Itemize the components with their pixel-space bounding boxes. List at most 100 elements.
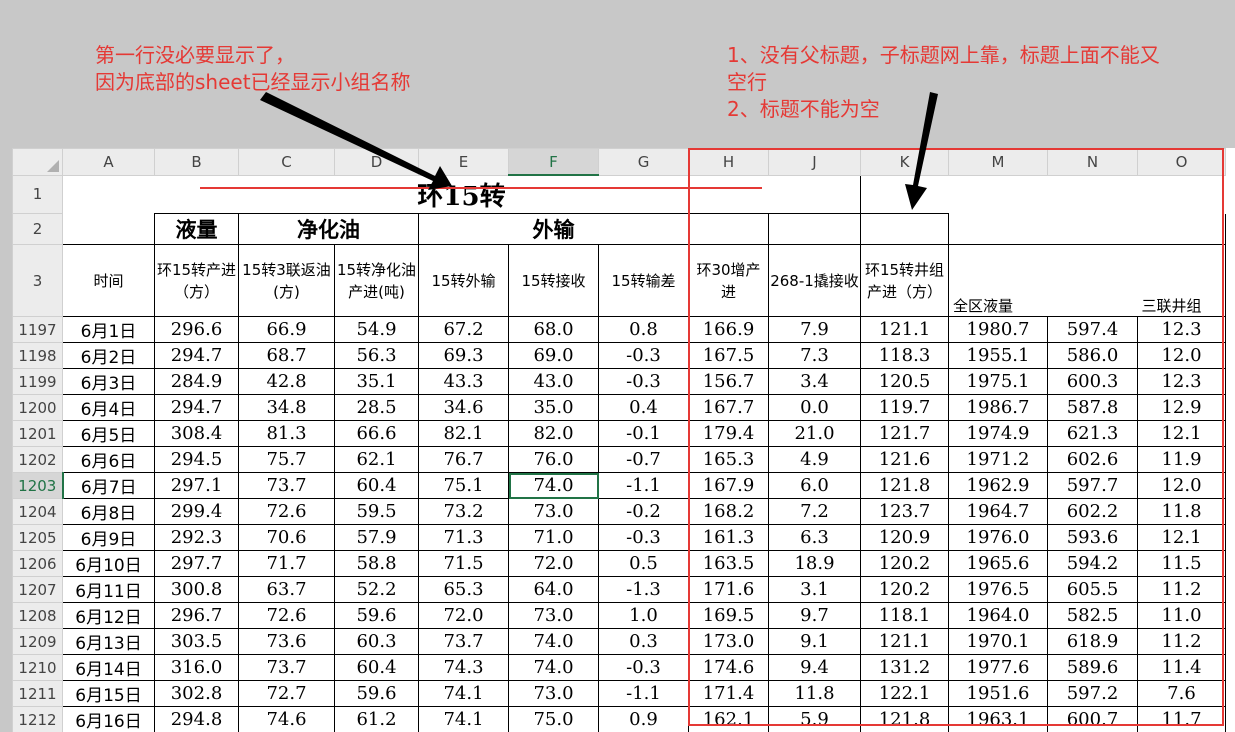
value-cell[interactable]: 587.8 — [1047, 394, 1138, 421]
value-cell[interactable]: 68.0 — [508, 316, 599, 343]
value-cell[interactable]: 284.9 — [154, 368, 239, 395]
value-cell[interactable]: 9.7 — [768, 602, 861, 629]
value-cell[interactable]: 589.6 — [1047, 654, 1138, 681]
value-cell[interactable]: 58.8 — [334, 550, 419, 577]
date-cell[interactable]: 6月14日 — [62, 654, 155, 681]
value-cell[interactable]: 52.2 — [334, 576, 419, 603]
value-cell[interactable]: 65.3 — [418, 576, 509, 603]
value-cell[interactable]: 18.9 — [768, 550, 861, 577]
value-cell[interactable]: 73.7 — [418, 628, 509, 655]
value-cell[interactable]: 174.6 — [688, 654, 769, 681]
value-cell[interactable]: 11.2 — [1137, 628, 1226, 655]
date-cell[interactable]: 6月9日 — [62, 524, 155, 551]
value-cell[interactable]: 166.9 — [688, 316, 769, 343]
value-cell[interactable]: 73.0 — [508, 680, 599, 707]
date-cell[interactable]: 6月11日 — [62, 576, 155, 603]
value-cell[interactable]: 169.5 — [688, 602, 769, 629]
date-cell[interactable]: 6月16日 — [62, 706, 155, 732]
value-cell[interactable]: 11.2 — [1137, 576, 1226, 603]
empty-cell[interactable] — [688, 213, 769, 245]
value-cell[interactable]: 593.6 — [1047, 524, 1138, 551]
column-header[interactable]: D — [334, 148, 419, 176]
value-cell[interactable]: 1963.1 — [948, 706, 1048, 732]
column-header[interactable]: N — [1047, 148, 1138, 176]
value-cell[interactable]: 74.6 — [238, 706, 335, 732]
value-cell[interactable]: 118.1 — [860, 602, 949, 629]
value-cell[interactable]: 54.9 — [334, 316, 419, 343]
value-cell[interactable]: 161.3 — [688, 524, 769, 551]
value-cell[interactable]: 602.2 — [1047, 498, 1138, 525]
value-cell[interactable]: 1986.7 — [948, 394, 1048, 421]
value-cell[interactable]: 12.0 — [1137, 342, 1226, 369]
value-cell[interactable]: 120.2 — [860, 576, 949, 603]
value-cell[interactable]: 294.8 — [154, 706, 239, 732]
row-header[interactable]: 1201 — [12, 420, 63, 447]
value-cell[interactable]: 12.1 — [1137, 420, 1226, 447]
value-cell[interactable]: 72.0 — [418, 602, 509, 629]
value-cell[interactable]: 121.8 — [860, 706, 949, 732]
value-cell[interactable]: 66.6 — [334, 420, 419, 447]
value-cell[interactable]: 35.1 — [334, 368, 419, 395]
value-cell[interactable]: 171.6 — [688, 576, 769, 603]
row-header[interactable]: 1205 — [12, 524, 63, 551]
value-cell[interactable]: 297.1 — [154, 472, 239, 499]
value-cell[interactable]: -0.1 — [598, 420, 689, 447]
value-cell[interactable]: 621.3 — [1047, 420, 1138, 447]
value-cell[interactable]: 120.5 — [860, 368, 949, 395]
value-cell[interactable]: -1.1 — [598, 680, 689, 707]
value-cell[interactable]: 1951.6 — [948, 680, 1048, 707]
value-cell[interactable]: 179.4 — [688, 420, 769, 447]
value-cell[interactable]: 1976.0 — [948, 524, 1048, 551]
row-header[interactable]: 1197 — [12, 316, 63, 343]
value-cell[interactable]: 63.7 — [238, 576, 335, 603]
value-cell[interactable]: 119.7 — [860, 394, 949, 421]
date-cell[interactable]: 6月1日 — [62, 316, 155, 343]
column-header[interactable]: G — [598, 148, 689, 176]
value-cell[interactable]: 75.7 — [238, 446, 335, 473]
group-header-purified-oil[interactable]: 净化油 — [238, 213, 419, 245]
value-cell[interactable]: 121.1 — [860, 316, 949, 343]
value-cell[interactable]: 294.7 — [154, 394, 239, 421]
row-header[interactable]: 1203 — [12, 472, 64, 499]
empty-cell[interactable] — [861, 175, 1226, 214]
value-cell[interactable]: 69.0 — [508, 342, 599, 369]
value-cell[interactable]: 11.5 — [1137, 550, 1226, 577]
value-cell[interactable]: 34.6 — [418, 394, 509, 421]
select-all-corner[interactable] — [12, 148, 63, 176]
value-cell[interactable]: 0.4 — [598, 394, 689, 421]
value-cell[interactable]: 11.4 — [1137, 654, 1226, 681]
value-cell[interactable]: 43.0 — [508, 368, 599, 395]
row-header[interactable]: 1210 — [12, 654, 63, 681]
value-cell[interactable]: 9.4 — [768, 654, 861, 681]
value-cell[interactable]: 1965.6 — [948, 550, 1048, 577]
value-cell[interactable]: 167.7 — [688, 394, 769, 421]
value-cell[interactable]: 600.3 — [1047, 368, 1138, 395]
value-cell[interactable]: 121.8 — [860, 472, 949, 499]
column-header[interactable]: K — [860, 148, 949, 176]
date-cell[interactable]: 6月15日 — [62, 680, 155, 707]
value-cell[interactable]: 42.8 — [238, 368, 335, 395]
value-cell[interactable]: 64.0 — [508, 576, 599, 603]
value-cell[interactable]: 34.8 — [238, 394, 335, 421]
value-cell[interactable]: 600.7 — [1047, 706, 1138, 732]
value-cell[interactable]: 12.3 — [1137, 368, 1226, 395]
value-cell[interactable]: 11.8 — [1137, 498, 1226, 525]
value-cell[interactable]: 6.0 — [768, 472, 861, 499]
value-cell[interactable]: 59.6 — [334, 680, 419, 707]
value-cell[interactable]: 1976.5 — [948, 576, 1048, 603]
value-cell[interactable]: 11.0 — [1137, 602, 1226, 629]
value-cell[interactable]: -1.3 — [598, 576, 689, 603]
value-cell[interactable]: 122.1 — [860, 680, 949, 707]
empty-cell[interactable] — [768, 213, 861, 245]
column-header[interactable]: H — [688, 148, 769, 176]
value-cell[interactable]: 11.9 — [1137, 446, 1226, 473]
value-cell[interactable]: 74.0 — [508, 628, 599, 655]
value-cell[interactable]: 1977.6 — [948, 654, 1048, 681]
column-header[interactable]: M — [948, 148, 1048, 176]
value-cell[interactable]: 5.9 — [768, 706, 861, 732]
value-cell[interactable]: 296.7 — [154, 602, 239, 629]
row-header[interactable]: 1 — [12, 174, 63, 214]
date-cell[interactable]: 6月7日 — [62, 472, 155, 499]
value-cell[interactable]: -0.3 — [598, 524, 689, 551]
value-cell[interactable]: 68.7 — [238, 342, 335, 369]
